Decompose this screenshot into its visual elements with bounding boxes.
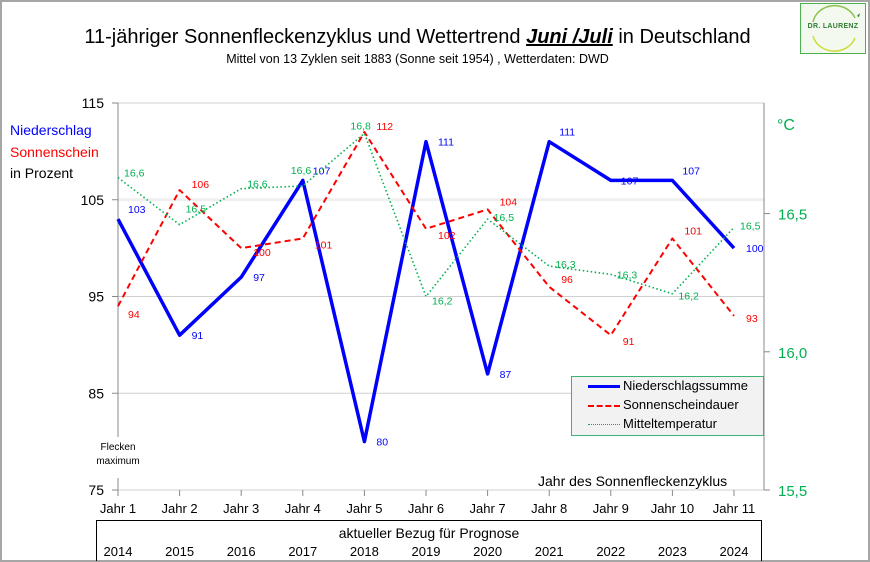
left-axis-label-sonnenschein: Sonnenschein bbox=[10, 144, 99, 160]
logo-arcs-icon bbox=[812, 4, 860, 52]
data-label-sonnenscheindauer: 93 bbox=[746, 313, 758, 325]
data-label-sonnenscheindauer: 106 bbox=[192, 179, 210, 191]
x-tick-label: Jahr 5 bbox=[346, 501, 383, 516]
data-label-mitteltemperatur: 16,8 bbox=[350, 120, 371, 132]
y-left-tick-label: 85 bbox=[88, 385, 104, 401]
legend-swatch-dashed bbox=[588, 405, 620, 407]
x-axis-title: Jahr des Sonnenfleckenzyklus bbox=[538, 473, 728, 489]
data-label-niederschlagssumme: 91 bbox=[192, 330, 204, 342]
x-tick-label: Jahr 11 bbox=[712, 501, 756, 516]
data-label-niederschlagssumme: 111 bbox=[438, 137, 454, 149]
x-tick-label: Jahr 10 bbox=[650, 501, 695, 516]
data-label-mitteltemperatur: 16,5 bbox=[740, 220, 761, 232]
year-label: 2015 bbox=[165, 544, 195, 559]
title-emphasis: Juni /Juli bbox=[526, 26, 613, 48]
data-label-niederschlagssumme: 100 bbox=[746, 243, 764, 255]
x-tick-label: Jahr 2 bbox=[161, 501, 198, 516]
data-label-mitteltemperatur: 16,3 bbox=[555, 259, 576, 271]
data-label-niederschlagssumme: 107 bbox=[682, 165, 700, 177]
data-label-niederschlagssumme: 87 bbox=[500, 369, 512, 381]
data-label-mitteltemperatur: 16,6 bbox=[247, 179, 268, 191]
chart-subtitle: Mittel von 13 Zyklen seit 1883 (Sonne se… bbox=[226, 52, 609, 66]
x-tick-label: Jahr 4 bbox=[284, 501, 321, 516]
chart-title: 11-jähriger Sonnenfleckenzyklus und Wett… bbox=[84, 26, 751, 48]
legend-item-sonnenschein: Sonnenscheindauer bbox=[572, 397, 763, 415]
data-label-sonnenscheindauer: 91 bbox=[623, 336, 635, 348]
data-label-niederschlagssumme: 97 bbox=[253, 272, 265, 284]
left-axis-label-niederschlag: Niederschlag bbox=[10, 122, 92, 138]
data-label-mitteltemperatur: 16,2 bbox=[678, 291, 699, 303]
y-right-tick-label: 16,5 bbox=[778, 207, 807, 224]
flecken-maximum-annotation: Flecken maximum bbox=[96, 442, 140, 467]
x-tick-label: Jahr 7 bbox=[469, 501, 506, 516]
data-label-niederschlagssumme: 107 bbox=[621, 175, 639, 187]
data-label-mitteltemperatur: 16,3 bbox=[617, 269, 638, 281]
y-left-tick-label: 75 bbox=[88, 482, 104, 498]
data-label-niederschlagssumme: 107 bbox=[313, 165, 331, 177]
data-label-niederschlagssumme: 111 bbox=[559, 127, 575, 139]
x-tick-label: Jahr 3 bbox=[223, 501, 260, 516]
data-label-mitteltemperatur: 16,6 bbox=[291, 165, 312, 177]
year-label: 2017 bbox=[288, 544, 318, 559]
series-line-niederschlagssumme bbox=[116, 139, 736, 444]
data-label-niederschlagssumme: 103 bbox=[128, 204, 146, 216]
year-label: 2014 bbox=[103, 544, 133, 559]
y-left-tick-label: 115 bbox=[82, 95, 105, 111]
data-label-sonnenscheindauer: 96 bbox=[561, 274, 573, 286]
data-label-sonnenscheindauer: 102 bbox=[438, 230, 456, 242]
data-label-sonnenscheindauer: 101 bbox=[315, 239, 333, 251]
data-label-sonnenscheindauer: 112 bbox=[376, 121, 393, 133]
legend: Niederschlagssumme Sonnenscheindauer Mit… bbox=[571, 376, 764, 436]
data-label-mitteltemperatur: 16,6 bbox=[124, 168, 145, 180]
legend-item-temperatur: Mitteltemperatur bbox=[572, 416, 763, 434]
legend-swatch-solid bbox=[588, 385, 620, 388]
y-left-tick-label: 95 bbox=[88, 289, 104, 305]
prognose-reference-title: aktueller Bezug für Prognose bbox=[338, 525, 520, 541]
legend-swatch-dotted bbox=[588, 424, 620, 425]
series-line-mitteltemperatur bbox=[117, 132, 735, 298]
right-axis-unit: °C bbox=[777, 117, 795, 134]
y-right-tick-label: 16,0 bbox=[778, 345, 807, 362]
logo-text: DR. LAURENZ bbox=[807, 23, 859, 30]
data-label-sonnenscheindauer: 101 bbox=[684, 225, 702, 237]
year-label: 2019 bbox=[411, 544, 441, 559]
data-label-mitteltemperatur: 16,5 bbox=[186, 204, 207, 216]
x-tick-label: Jahr 1 bbox=[99, 501, 137, 516]
data-label-sonnenscheindauer: 100 bbox=[253, 247, 271, 259]
year-label: 2023 bbox=[657, 544, 687, 559]
left-axis-label-unit: in Prozent bbox=[10, 165, 74, 181]
prognose-reference-box: aktueller Bezug für Prognose bbox=[96, 520, 762, 561]
year-label: 2022 bbox=[596, 544, 626, 559]
data-label-mitteltemperatur: 16,2 bbox=[432, 296, 453, 308]
year-label: 2021 bbox=[534, 544, 564, 559]
data-label-sonnenscheindauer: 104 bbox=[500, 196, 518, 208]
data-label-mitteltemperatur: 16,5 bbox=[494, 212, 515, 224]
data-label-niederschlagssumme: 80 bbox=[376, 437, 388, 449]
legend-item-niederschlag: Niederschlagssumme bbox=[572, 378, 763, 396]
data-label-sonnenscheindauer: 94 bbox=[128, 309, 140, 321]
x-tick-label: Jahr 9 bbox=[592, 501, 629, 516]
y-left-tick-label: 105 bbox=[81, 192, 105, 208]
year-label: 2018 bbox=[349, 544, 379, 559]
year-label: 2016 bbox=[226, 544, 256, 559]
x-tick-label: Jahr 6 bbox=[407, 501, 445, 516]
brand-logo: DR. LAURENZ bbox=[800, 3, 866, 54]
year-label: 2020 bbox=[473, 544, 503, 559]
x-tick-label: Jahr 8 bbox=[531, 501, 568, 516]
y-right-tick-label: 15,5 bbox=[778, 483, 807, 500]
year-label: 2024 bbox=[719, 544, 749, 559]
